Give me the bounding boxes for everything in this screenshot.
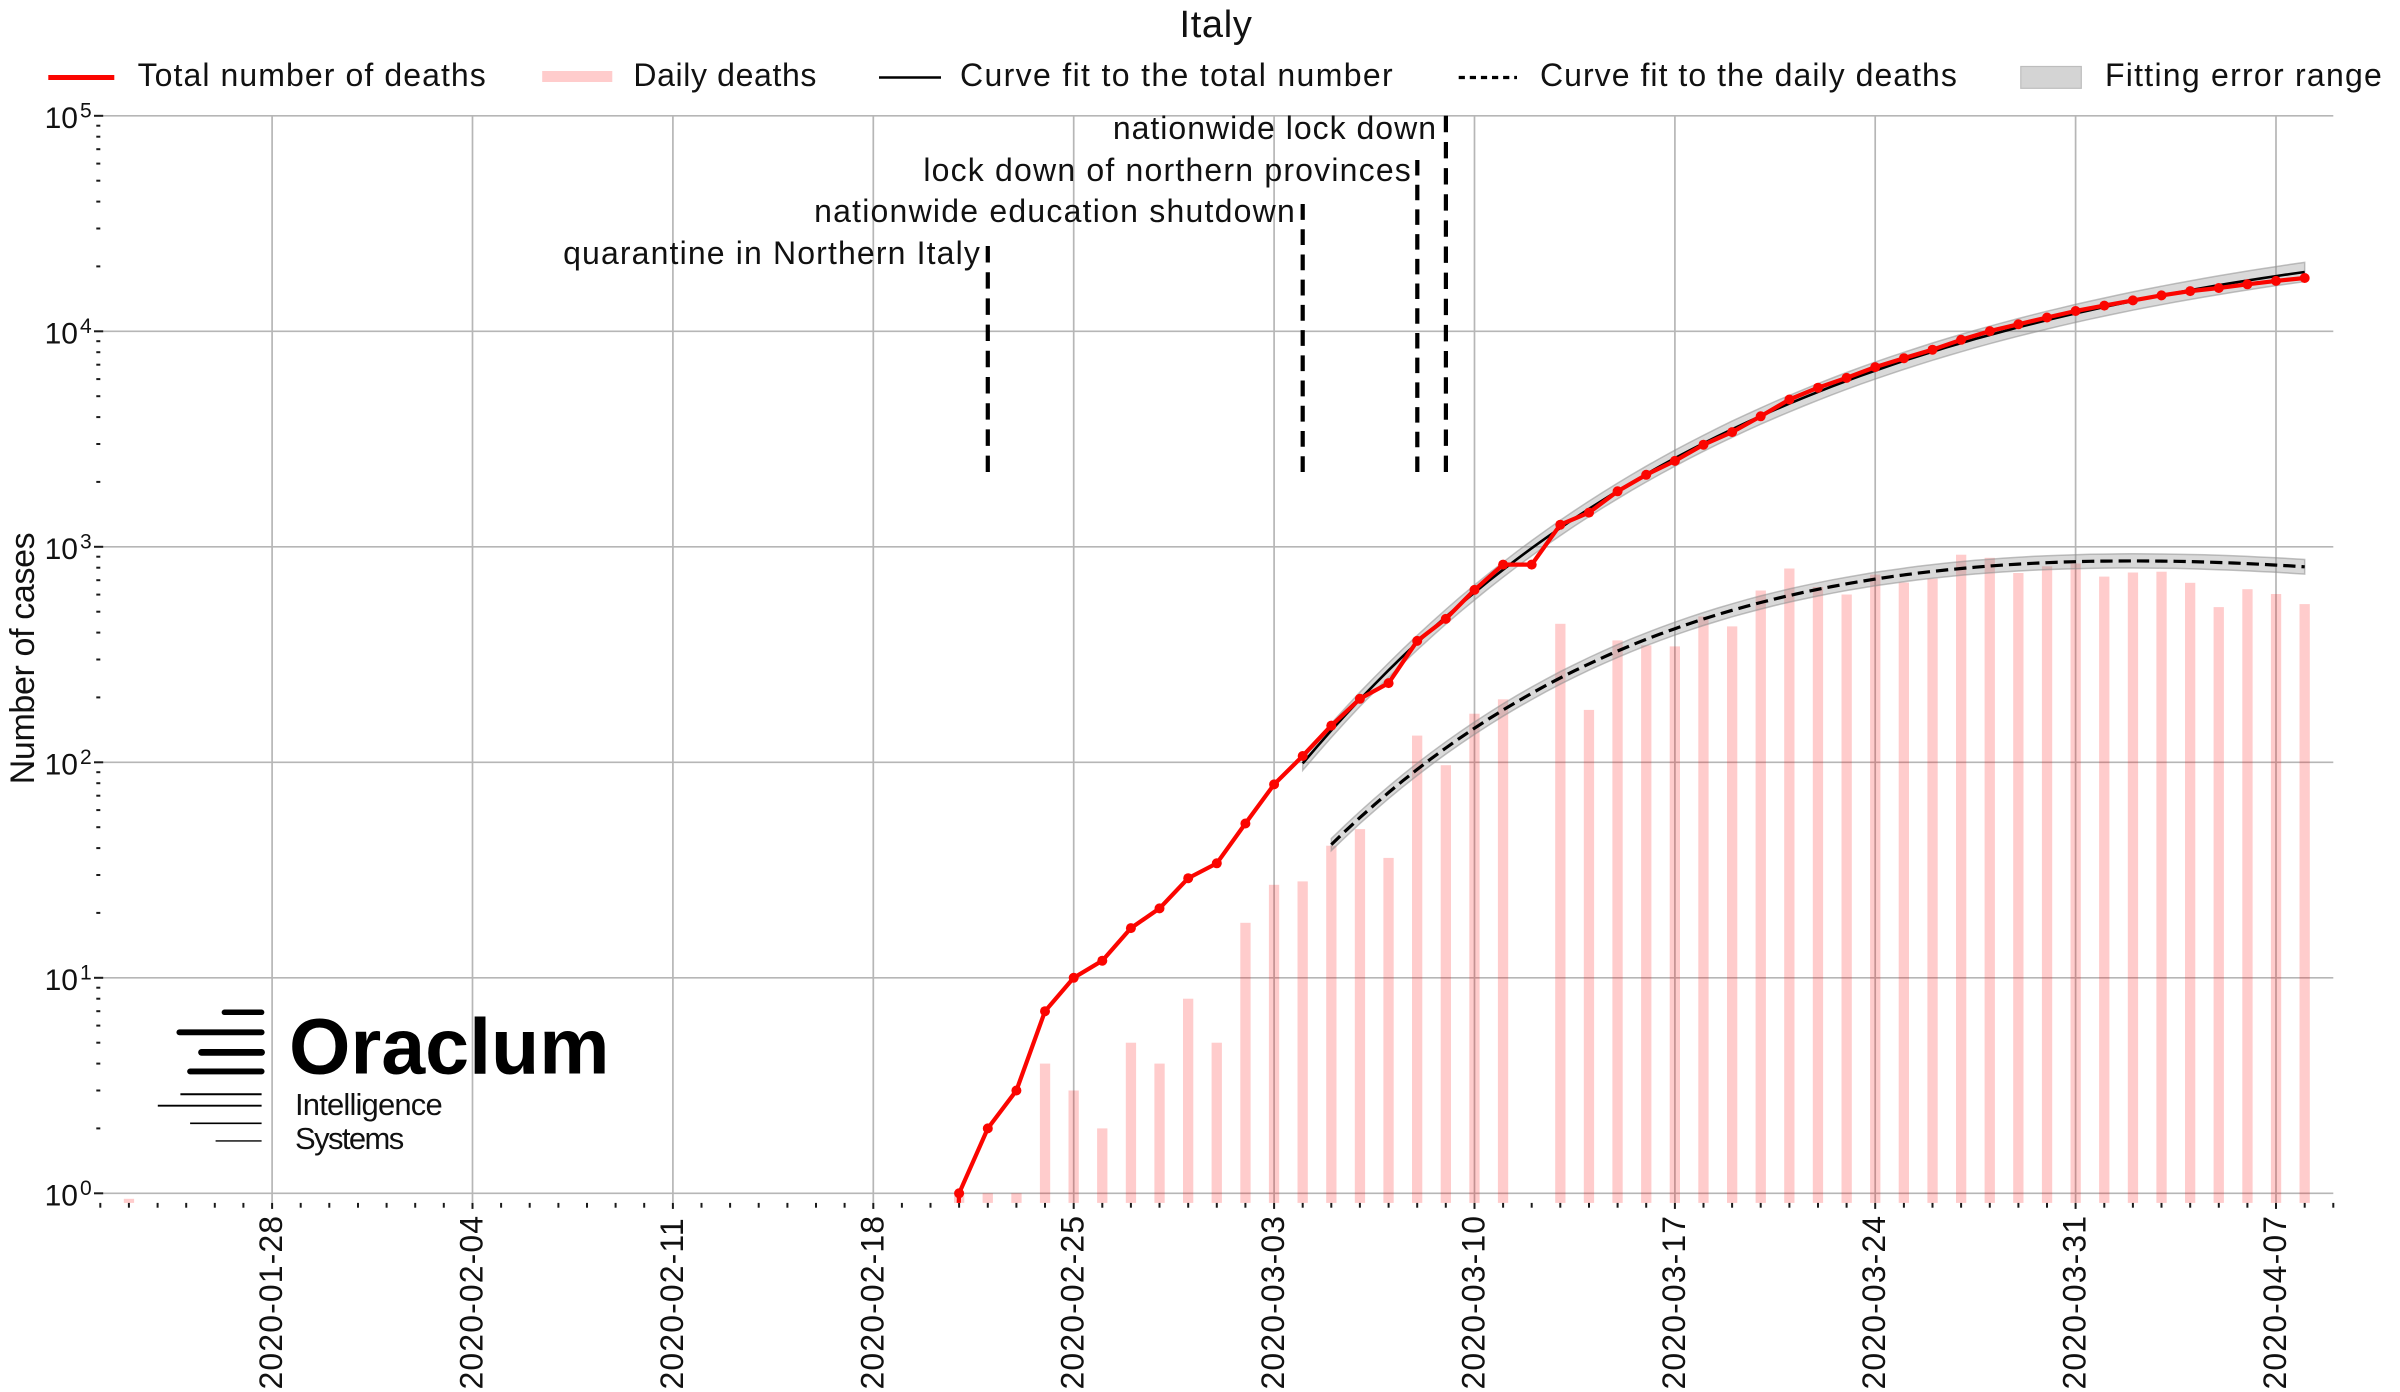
- svg-text:2020-02-04: 2020-02-04: [454, 1215, 490, 1390]
- svg-text:2020-03-24: 2020-03-24: [1856, 1215, 1892, 1390]
- svg-text:10: 10: [45, 749, 78, 782]
- svg-text:2020-03-03: 2020-03-03: [1255, 1215, 1291, 1390]
- svg-text:2020-03-17: 2020-03-17: [1656, 1215, 1692, 1390]
- svg-text:0: 0: [80, 1177, 92, 1200]
- svg-text:Daily deaths: Daily deaths: [633, 57, 817, 93]
- svg-text:quarantine in Northern Italy: quarantine in Northern Italy: [563, 235, 981, 271]
- svg-text:Oraclum: Oraclum: [289, 1002, 610, 1091]
- svg-text:lock down of northern province: lock down of northern provinces: [923, 152, 1412, 188]
- svg-text:Italy: Italy: [1180, 4, 1253, 46]
- svg-text:10: 10: [45, 533, 78, 566]
- svg-text:10: 10: [45, 102, 78, 135]
- svg-text:3: 3: [80, 530, 92, 553]
- svg-text:4: 4: [80, 315, 92, 338]
- svg-text:2020-01-28: 2020-01-28: [253, 1215, 289, 1390]
- svg-text:2: 2: [80, 746, 92, 769]
- svg-text:Number of cases: Number of cases: [4, 533, 42, 785]
- svg-text:5: 5: [80, 99, 92, 122]
- svg-text:10: 10: [45, 318, 78, 351]
- svg-text:2020-02-11: 2020-02-11: [654, 1217, 690, 1389]
- svg-text:Curve fit to the daily deaths: Curve fit to the daily deaths: [1540, 57, 1958, 93]
- svg-text:Curve fit to the total number: Curve fit to the total number: [960, 57, 1394, 93]
- svg-text:2020-03-10: 2020-03-10: [1456, 1215, 1492, 1390]
- svg-text:2020-02-25: 2020-02-25: [1055, 1215, 1091, 1390]
- svg-text:nationwide lock down: nationwide lock down: [1113, 110, 1437, 146]
- svg-text:nationwide education shutdown: nationwide education shutdown: [814, 193, 1296, 229]
- svg-text:2020-03-31: 2020-03-31: [2057, 1215, 2093, 1390]
- svg-text:10: 10: [45, 1180, 78, 1213]
- svg-text:Fitting error range: Fitting error range: [2105, 57, 2383, 93]
- svg-text:2020-02-18: 2020-02-18: [854, 1215, 890, 1390]
- svg-text:Total number of deaths: Total number of deaths: [138, 57, 487, 93]
- svg-text:2020-04-07: 2020-04-07: [2257, 1215, 2293, 1390]
- svg-text:10: 10: [45, 964, 78, 997]
- svg-text:Systems: Systems: [295, 1121, 404, 1156]
- svg-text:Intelligence: Intelligence: [295, 1087, 442, 1122]
- svg-text:1: 1: [80, 961, 92, 984]
